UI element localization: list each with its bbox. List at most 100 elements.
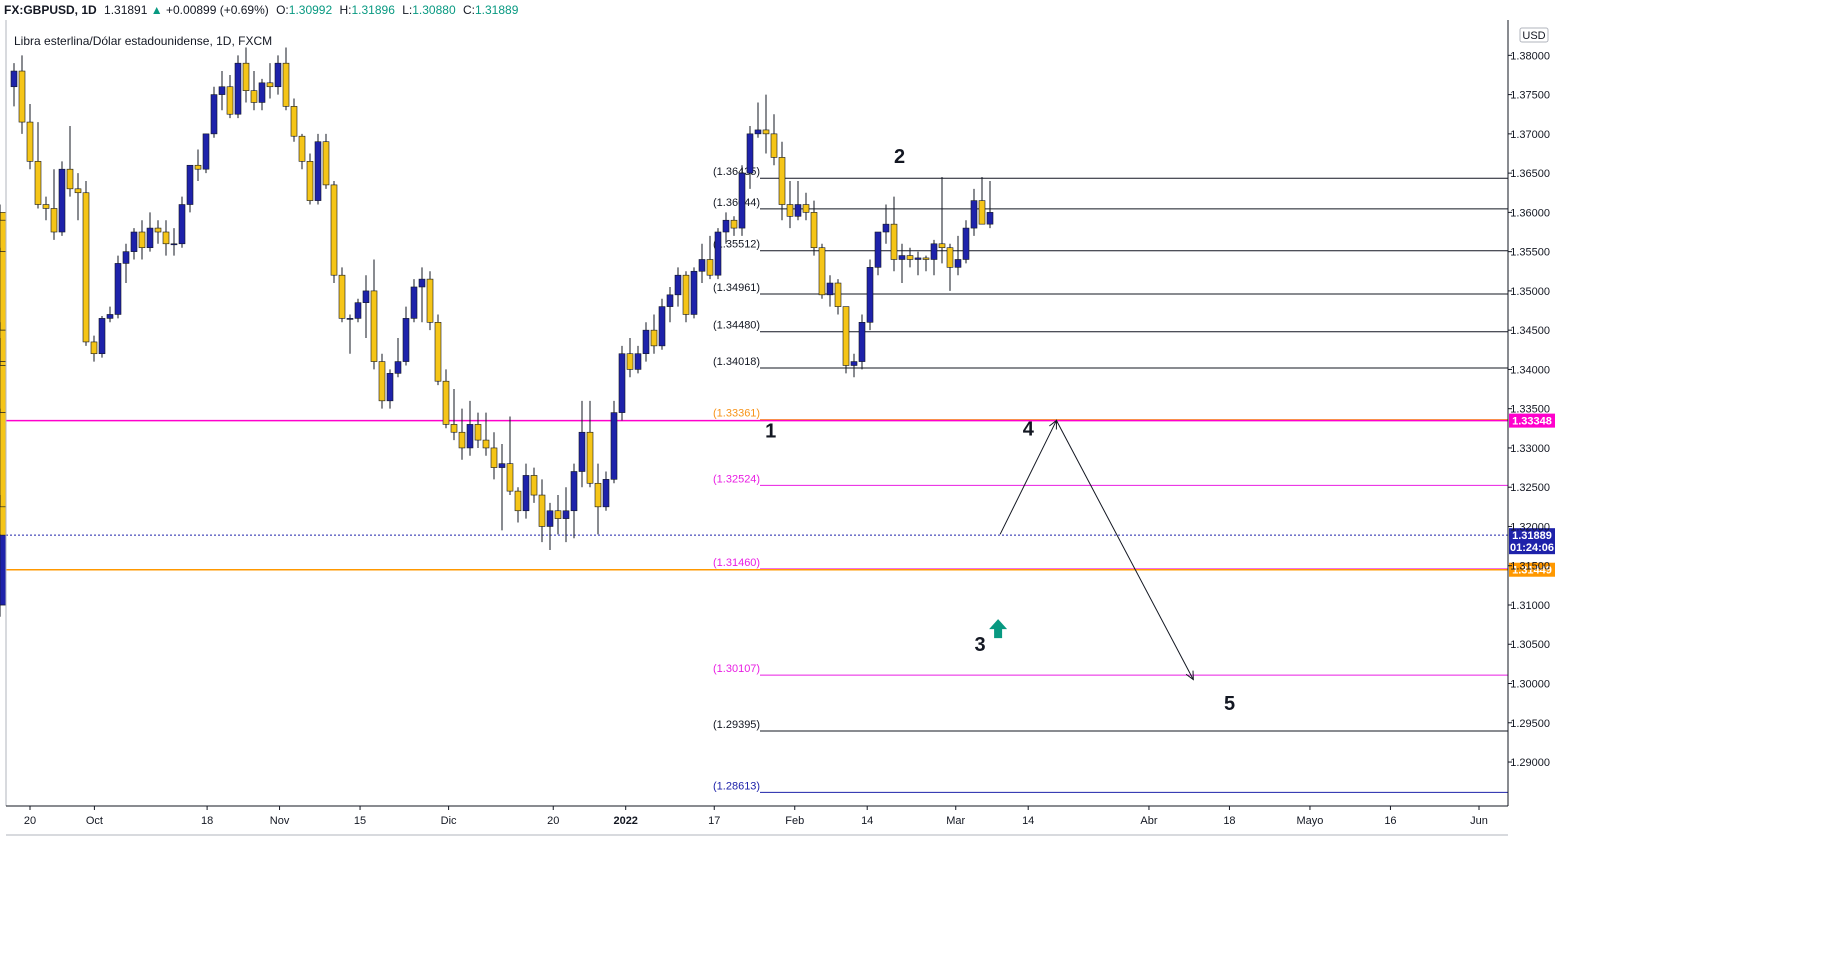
- candle-body: [946, 247, 954, 268]
- candle-body: [258, 82, 266, 103]
- price-badge: [1509, 413, 1555, 428]
- candle-body: [106, 314, 114, 319]
- candle: [346, 314, 354, 354]
- candle-body: [66, 168, 74, 190]
- fib-level-label: (1.34018): [713, 356, 760, 368]
- candle-body: [610, 412, 618, 480]
- x-tick-label: 15: [354, 815, 366, 827]
- candle-body: [330, 184, 338, 276]
- candle: [386, 369, 394, 409]
- wave-label[interactable]: 4: [1023, 418, 1035, 440]
- y-tick-label: 1.33500: [1510, 404, 1550, 416]
- candle-body: [506, 463, 514, 492]
- x-tick-label: 14: [1022, 815, 1034, 827]
- high-label: H:: [339, 3, 352, 17]
- candle-body: [274, 62, 282, 88]
- candle: [690, 267, 698, 319]
- candle: [674, 267, 682, 307]
- candle-body: [602, 479, 610, 508]
- candle-body: [122, 251, 130, 264]
- candle: [866, 259, 874, 331]
- fibonacci-levels[interactable]: (1.36435)(1.36044)(1.35512)(1.34961)(1.3…: [713, 166, 1508, 793]
- drawings[interactable]: 1 2 3 4 5: [765, 146, 1235, 715]
- candle: [922, 255, 930, 272]
- candle-body: [418, 278, 426, 288]
- chart-subtitle: Libra esterlina/Dólar estadounidense, 1D…: [14, 34, 273, 48]
- candle: [874, 231, 882, 276]
- high-value: 1.31896: [351, 3, 395, 17]
- candle-body: [474, 424, 482, 441]
- candle: [34, 122, 42, 209]
- candle: [722, 212, 730, 244]
- candle-body: [386, 373, 394, 402]
- candle-body: [530, 475, 538, 496]
- candle-body: [922, 257, 930, 260]
- candle-body: [522, 475, 530, 512]
- candle: [226, 74, 234, 119]
- candle: [0, 361, 7, 417]
- candle-body: [26, 121, 34, 162]
- open-value: 1.30992: [288, 3, 333, 17]
- candle-body: [290, 106, 298, 137]
- candle: [546, 502, 554, 551]
- candle-body: [594, 482, 602, 508]
- candle: [858, 314, 866, 370]
- candle: [754, 102, 762, 138]
- candle-body: [426, 278, 434, 323]
- last-price: 1.31891: [104, 3, 148, 17]
- currency-badge[interactable]: [1519, 27, 1549, 43]
- x-tick-label: 18: [201, 815, 213, 827]
- candle-body: [978, 200, 986, 225]
- candle-body: [450, 424, 458, 433]
- candle-body: [10, 70, 18, 88]
- candle-body: [690, 270, 698, 315]
- candle-body: [618, 353, 626, 413]
- wave-projection-line[interactable]: [999, 419, 1194, 680]
- wave-label[interactable]: 1: [765, 421, 776, 443]
- candle: [298, 133, 306, 170]
- buy-signal-arrow-icon[interactable]: [989, 619, 1008, 639]
- candle: [402, 306, 410, 366]
- candle: [826, 275, 834, 307]
- y-tick-label: 1.37000: [1510, 129, 1550, 141]
- candle: [162, 220, 170, 256]
- candle: [338, 267, 346, 323]
- candle: [282, 47, 290, 111]
- candle: [850, 353, 858, 378]
- candle-body: [698, 259, 706, 272]
- symbol-name[interactable]: FX:GBPUSD, 1D: [4, 3, 97, 17]
- wave-label[interactable]: 3: [974, 634, 985, 656]
- candle-body: [34, 161, 42, 205]
- candle: [410, 279, 418, 323]
- candle-body: [674, 274, 682, 296]
- candle-body: [194, 164, 202, 170]
- wave-label[interactable]: 5: [1224, 693, 1235, 715]
- candle-body: [666, 294, 674, 307]
- candle-body: [338, 274, 346, 319]
- candle: [58, 161, 66, 236]
- y-tick-label: 1.32500: [1510, 482, 1550, 494]
- candle-body: [570, 471, 578, 512]
- x-tick-label: Jun: [1470, 815, 1488, 827]
- wave-label[interactable]: 2: [894, 146, 905, 168]
- candle: [482, 412, 490, 456]
- candle-body: [306, 161, 314, 201]
- candle-body: [890, 223, 898, 260]
- candle-body: [154, 227, 162, 233]
- candle: [114, 255, 122, 319]
- candle-body: [762, 129, 770, 135]
- candle: [946, 243, 954, 291]
- close-label: C:: [462, 3, 475, 17]
- price-badge: [1509, 528, 1555, 555]
- x-tick-label: 17: [708, 815, 720, 827]
- candle: [906, 247, 914, 268]
- candle-body: [90, 341, 98, 355]
- candle-body: [658, 306, 666, 347]
- candle-body: [826, 282, 834, 296]
- candle-body: [114, 263, 122, 315]
- candle: [442, 369, 450, 429]
- candle-body: [858, 322, 866, 362]
- candle-body: [146, 227, 154, 249]
